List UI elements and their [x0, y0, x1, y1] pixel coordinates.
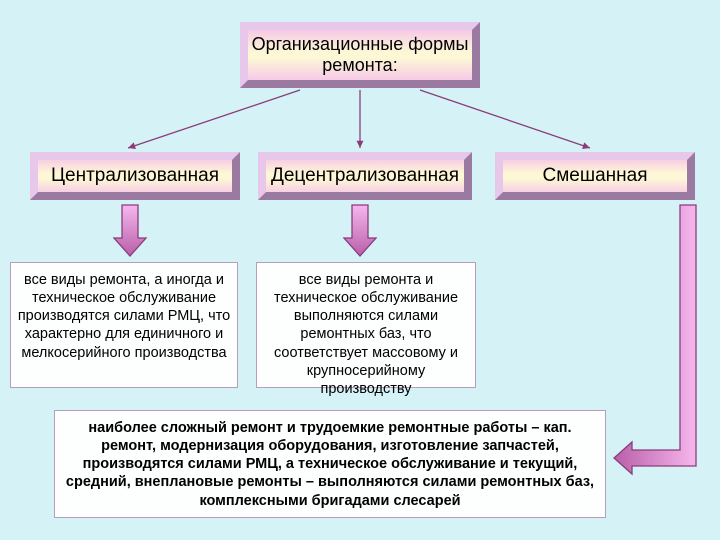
desc-text: наиболее сложный ремонт и трудоемкие рем…: [66, 420, 594, 509]
title-box: Организационные формы ремонта:: [240, 22, 480, 88]
branch-box-1: Децентрализованная: [258, 152, 472, 200]
title-text: Организационные формы ремонта:: [240, 28, 480, 81]
branch-box-2: Смешанная: [495, 152, 695, 200]
desc-text: все виды ремонта и техническое обслужива…: [274, 272, 458, 397]
branch-label: Смешанная: [532, 159, 657, 193]
branch-box-0: Централизованная: [30, 152, 240, 200]
desc-box-2: наиболее сложный ремонт и трудоемкие рем…: [54, 410, 606, 518]
branch-label: Централизованная: [41, 159, 229, 193]
desc-box-1: все виды ремонта и техническое обслужива…: [256, 262, 476, 388]
desc-text: все виды ремонта, а иногда и техническое…: [18, 272, 230, 361]
desc-box-0: все виды ремонта, а иногда и техническое…: [10, 262, 238, 388]
branch-label: Децентрализованная: [261, 159, 469, 193]
